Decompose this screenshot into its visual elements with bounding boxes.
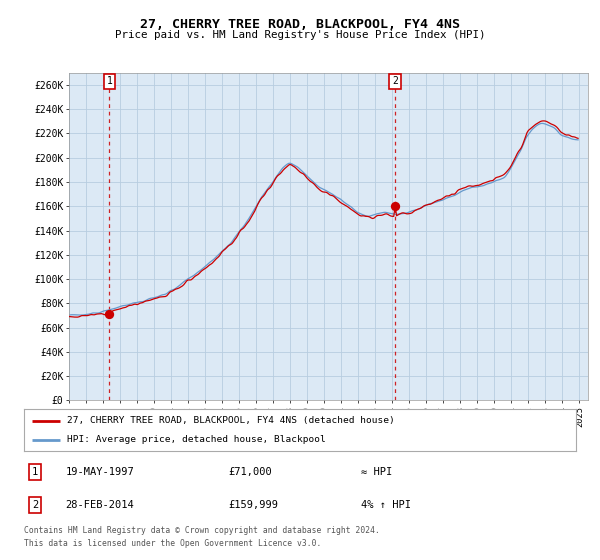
Text: 19-MAY-1997: 19-MAY-1997 (65, 467, 134, 477)
Point (390, 202, 400, 211)
Text: ≈ HPI: ≈ HPI (361, 467, 392, 477)
Text: £159,999: £159,999 (228, 501, 278, 510)
Text: 2: 2 (32, 501, 38, 510)
Text: 1: 1 (107, 76, 112, 86)
Text: £71,000: £71,000 (228, 467, 272, 477)
Text: 1: 1 (32, 467, 38, 477)
Text: This data is licensed under the Open Government Licence v3.0.: This data is licensed under the Open Gov… (24, 539, 322, 548)
Text: 2: 2 (392, 76, 398, 86)
Text: 27, CHERRY TREE ROAD, BLACKPOOL, FY4 4NS: 27, CHERRY TREE ROAD, BLACKPOOL, FY4 4NS (140, 18, 460, 31)
Point (104, 310, 114, 319)
Text: 28-FEB-2014: 28-FEB-2014 (65, 501, 134, 510)
Text: HPI: Average price, detached house, Blackpool: HPI: Average price, detached house, Blac… (67, 435, 326, 445)
Text: Price paid vs. HM Land Registry's House Price Index (HPI): Price paid vs. HM Land Registry's House … (115, 30, 485, 40)
Text: Contains HM Land Registry data © Crown copyright and database right 2024.: Contains HM Land Registry data © Crown c… (24, 526, 380, 535)
Text: 27, CHERRY TREE ROAD, BLACKPOOL, FY4 4NS (detached house): 27, CHERRY TREE ROAD, BLACKPOOL, FY4 4NS… (67, 416, 395, 425)
Text: 4% ↑ HPI: 4% ↑ HPI (361, 501, 411, 510)
